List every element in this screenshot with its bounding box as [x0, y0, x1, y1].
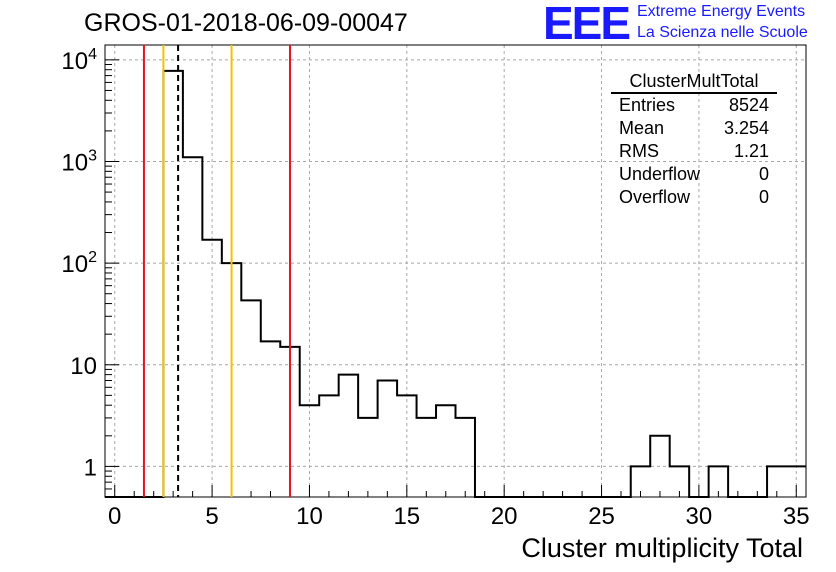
- stats-row-entries: Entries 8524: [611, 94, 777, 117]
- y-tick-label: 103: [61, 147, 97, 176]
- x-axis-label: Cluster multiplicity Total: [521, 533, 803, 563]
- x-tick-label: 15: [393, 503, 420, 530]
- x-tick-label: 35: [783, 503, 810, 530]
- y-tick-label: 10: [70, 353, 97, 380]
- histogram-bin: [163, 71, 182, 497]
- histogram-bin: [319, 395, 338, 497]
- stats-value: 0: [758, 164, 769, 184]
- histogram-bin: [202, 240, 221, 497]
- histogram-bin: [436, 405, 455, 497]
- histogram-bin: [397, 395, 416, 497]
- x-tick-label: 10: [296, 503, 323, 530]
- x-tick-label: 0: [108, 503, 121, 530]
- stats-row-underflow: Underflow 0: [611, 163, 777, 186]
- eee-logo: EEE: [543, 0, 631, 49]
- y-tick-label: 104: [61, 46, 97, 75]
- eee-logo-line1: Extreme Energy Events: [637, 3, 806, 20]
- stats-label: Entries: [619, 95, 676, 115]
- histogram-bin: [241, 300, 260, 497]
- stats-box-name: ClusterMultTotal: [611, 70, 777, 94]
- stats-label: Mean: [619, 118, 665, 138]
- stats-value: 3.254: [723, 118, 769, 138]
- plot-frame: [104, 44, 807, 498]
- histogram-bin: [456, 418, 475, 497]
- chart-title: GROS-01-2018-06-09-00047: [84, 9, 408, 37]
- x-tick-label: 20: [491, 503, 518, 530]
- stats-label: RMS: [619, 141, 659, 161]
- stats-value: 8524: [728, 95, 769, 115]
- stats-row-rms: RMS 1.21: [611, 140, 777, 163]
- stats-value: 0: [758, 187, 769, 207]
- stats-value: 1.21: [733, 141, 769, 161]
- x-tick-label: 25: [588, 503, 615, 530]
- stats-box: ClusterMultTotal Entries 8524 Mean 3.254…: [611, 70, 777, 209]
- histogram-bin: [417, 418, 436, 497]
- histogram-bin: [183, 157, 202, 497]
- stats-label: Underflow: [619, 164, 701, 184]
- histogram-bin: [378, 381, 397, 497]
- x-tick-label: 30: [686, 503, 713, 530]
- stats-label: Overflow: [619, 187, 691, 207]
- histogram-bin: [339, 375, 358, 497]
- histogram-bin: [358, 418, 377, 497]
- stats-row-overflow: Overflow 0: [611, 186, 777, 209]
- histogram-outline: [105, 69, 806, 498]
- y-tick-label: 102: [61, 249, 97, 278]
- y-tick-label: 1: [84, 454, 97, 481]
- x-tick-label: 5: [205, 503, 218, 530]
- eee-logo-line2: La Scienza nelle Scuole: [637, 24, 808, 41]
- stats-row-mean: Mean 3.254: [611, 117, 777, 140]
